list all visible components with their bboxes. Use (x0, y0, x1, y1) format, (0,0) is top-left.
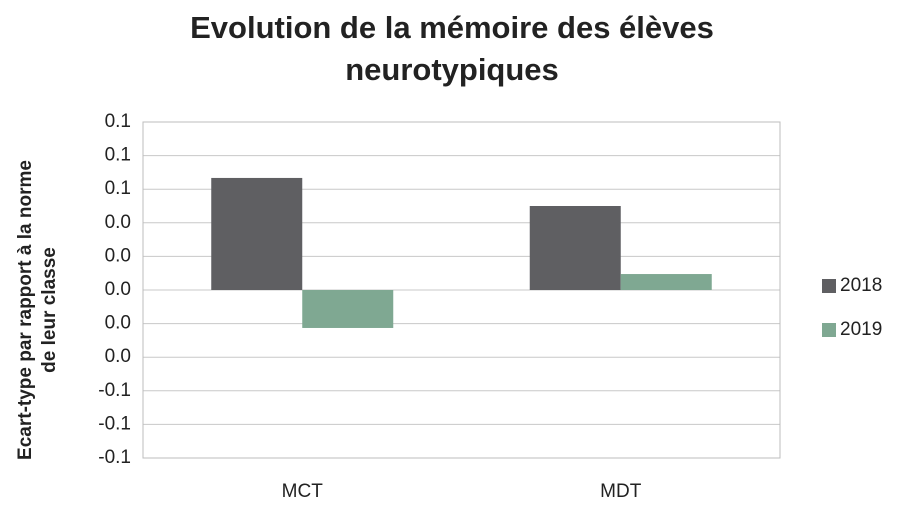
chart-title: Evolution de la mémoire des élèves (190, 10, 714, 45)
legend-label: 2018 (840, 275, 882, 296)
y-tick-label: 0.0 (105, 245, 131, 266)
legend-swatch (822, 323, 836, 337)
y-axis-title-line: Ecart-type par rapport à la norme (15, 160, 36, 460)
bar (302, 290, 394, 328)
y-tick-label: 0.0 (105, 346, 131, 367)
legend-swatch (822, 279, 836, 293)
plot-border (142, 121, 781, 459)
y-tick-label: -0.1 (98, 380, 131, 401)
chart-title: neurotypiques (345, 52, 559, 87)
y-tick-label: 0.1 (105, 111, 131, 132)
legend-label: 2019 (840, 319, 882, 340)
y-tick-label: -0.1 (98, 447, 131, 468)
y-tick-label: 0.0 (105, 313, 131, 334)
y-tick-label: 0.0 (105, 212, 131, 233)
y-tick-label: -0.1 (98, 413, 131, 434)
bar (529, 206, 621, 290)
y-axis-title: Ecart-type par rapport à la norme de leu… (15, 160, 60, 460)
y-tick-label: 0.1 (105, 178, 131, 199)
bar (211, 177, 303, 290)
bar (620, 274, 712, 290)
x-tick-label: MCT (282, 481, 324, 502)
y-tick-label: 0.1 (105, 145, 131, 166)
x-tick-label: MDT (600, 481, 642, 502)
y-axis-title-line: de leur classe (39, 247, 60, 373)
y-tick-label: 0.0 (105, 279, 131, 300)
